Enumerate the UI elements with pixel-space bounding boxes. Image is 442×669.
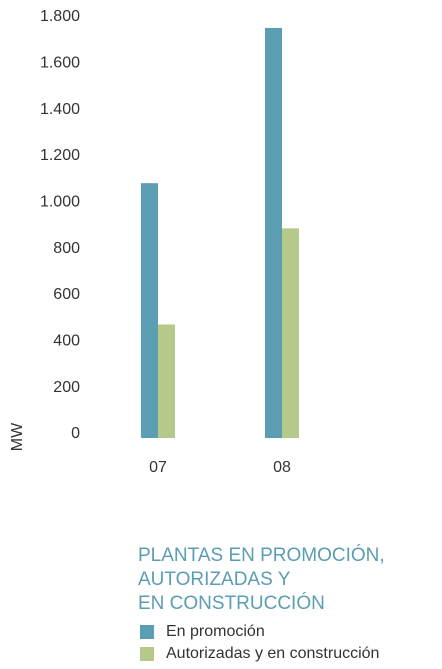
x-tick-label: 08 <box>273 459 291 476</box>
bar <box>282 228 299 438</box>
y-tick-label: 1.400 <box>40 101 80 118</box>
chart-title: EN CONSTRUCCIÓN <box>138 592 325 614</box>
legend-label: Autorizadas y en construcción <box>166 645 379 662</box>
chart-title: PLANTAS EN PROMOCIÓN, <box>138 544 385 566</box>
y-tick-label: 1.600 <box>40 55 80 72</box>
y-tick-label: 400 <box>53 333 80 350</box>
legend-label: En promoción <box>166 623 265 640</box>
y-tick-label: 600 <box>53 286 80 303</box>
x-tick-label: 07 <box>149 459 167 476</box>
y-tick-label: 200 <box>53 379 80 396</box>
y-tick-label: 1.800 <box>40 8 80 25</box>
y-tick-label: 0 <box>71 425 80 442</box>
bar <box>141 183 158 438</box>
y-tick-label: 1.000 <box>40 194 80 211</box>
chart-title: AUTORIZADAS Y <box>138 569 291 590</box>
y-axis-label: MW <box>9 422 26 451</box>
bar <box>265 27 282 438</box>
bar <box>158 324 175 438</box>
legend-swatch <box>140 625 154 639</box>
y-tick-label: 800 <box>53 240 80 257</box>
legend-swatch <box>140 647 154 661</box>
y-tick-label: 1.200 <box>40 147 80 164</box>
